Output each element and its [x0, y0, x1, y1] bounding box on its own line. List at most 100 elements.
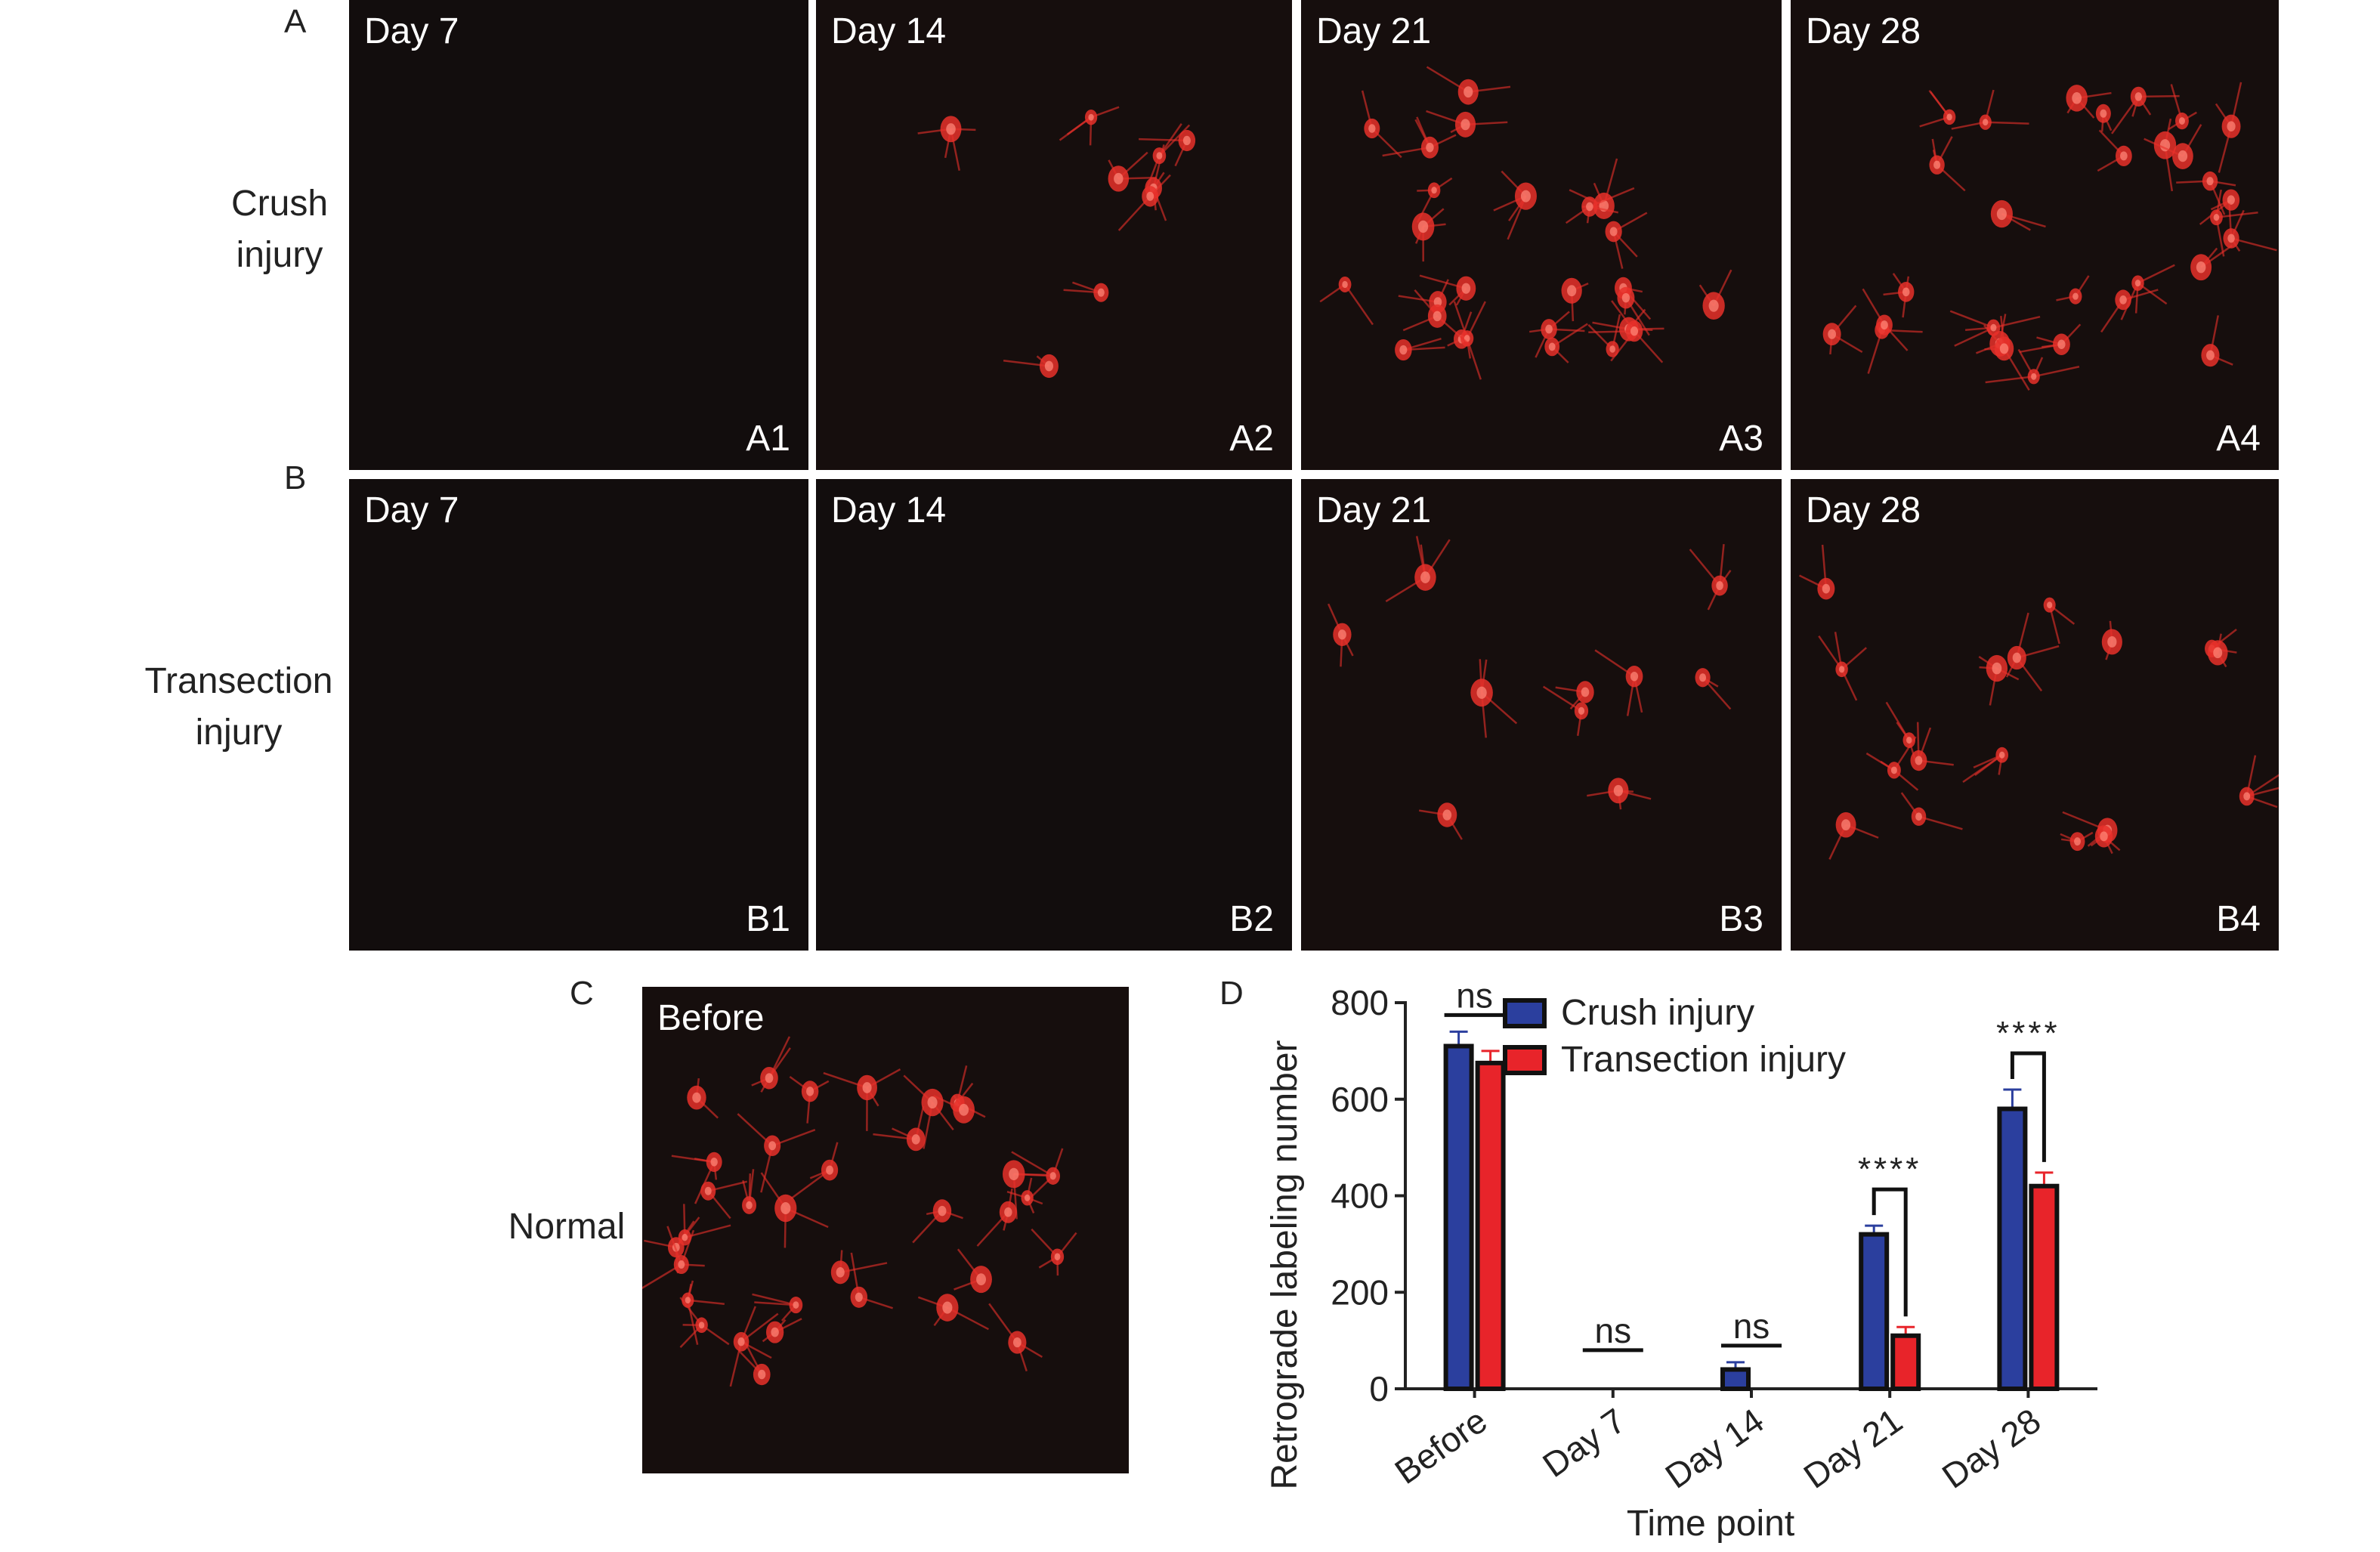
- legend-item: Transection injury: [1503, 1040, 1846, 1080]
- neuron-cell: [2190, 245, 2233, 281]
- neuron-cell: [917, 1294, 989, 1331]
- legend-label: Crush injury: [1561, 993, 1754, 1033]
- panel-letter-d: D: [1219, 975, 1244, 1012]
- significance-label: ns: [1595, 1311, 1632, 1350]
- neuron-cell: [1419, 274, 1476, 306]
- micrograph-c: Before: [642, 987, 1129, 1473]
- neuron-cell: [1327, 603, 1354, 667]
- error-bar: [1449, 1030, 1468, 1047]
- neuron-cell: [1910, 722, 1954, 771]
- neuron-cell: [912, 1199, 963, 1244]
- neuron-cell: [2239, 755, 2279, 808]
- neuron-cell: [790, 1142, 839, 1200]
- panel-id: B2: [1229, 899, 1274, 939]
- neuron-cell: [1555, 681, 1594, 710]
- neuron-cell: [2210, 189, 2258, 257]
- panel-id: A1: [746, 419, 790, 459]
- micrograph-b2: Day 14 B2: [816, 479, 1292, 951]
- neuron-cell: [2060, 831, 2094, 852]
- neuron-cell: [2153, 118, 2177, 192]
- bar: [1720, 1367, 1751, 1392]
- neuron-cell: [2215, 82, 2242, 173]
- micrograph-b3: Day 21 B3: [1301, 479, 1782, 951]
- neuron-cell: [738, 1341, 771, 1386]
- neuron-cell: [1985, 348, 2080, 385]
- panel-id: A3: [1719, 419, 1763, 459]
- neuron-cell: [1059, 106, 1120, 146]
- panel-id: A2: [1229, 419, 1274, 459]
- panel-id: B3: [1719, 899, 1763, 939]
- x-tick-label: Day 14: [1658, 1401, 1771, 1496]
- legend-swatch: [1503, 1045, 1547, 1075]
- panel-title: Day 14: [831, 11, 947, 51]
- row-label-crush-line1: Crush: [230, 184, 329, 224]
- background-glow: [1791, 479, 2279, 951]
- neuron-cell: [1108, 151, 1157, 192]
- neuron-cell: [2090, 825, 2121, 855]
- x-tick-label: Day 21: [1797, 1401, 1909, 1496]
- fluorescence-cells: [1301, 0, 1782, 470]
- neuron-cell: [1146, 123, 1191, 187]
- neuron-cell: [1382, 116, 1457, 159]
- panel-title: Day 7: [364, 490, 459, 530]
- neuron-cell: [2005, 612, 2060, 692]
- neuron-cell: [917, 116, 976, 172]
- fluorescence-cells: [1791, 0, 2279, 470]
- significance-label: ns: [1456, 975, 1493, 1015]
- neuron-cell: [687, 1077, 719, 1119]
- neuron-cell: [760, 1172, 829, 1248]
- neuron-cell: [1990, 199, 2046, 231]
- fluorescence-cells: [349, 0, 808, 470]
- neuron-cell: [1962, 747, 2009, 783]
- chart-legend: Crush injury Transection injury: [1503, 993, 1846, 1080]
- neuron-cell: [830, 1250, 888, 1285]
- bar: [1890, 1333, 1921, 1391]
- neuron-cell: [1900, 792, 1963, 830]
- row-label-transection: Transection injury: [125, 656, 352, 759]
- neuron-cell: [1594, 649, 1643, 716]
- neuron-cell: [682, 1280, 725, 1345]
- bar: [1475, 1060, 1506, 1391]
- neuron-cell: [762, 1318, 802, 1343]
- neuron-cell: [2111, 86, 2180, 134]
- neuron-cell: [1588, 300, 1664, 363]
- neuron-cell: [1983, 316, 2030, 391]
- error-bar: [2003, 1088, 2022, 1109]
- neuron-cell: [2176, 171, 2236, 215]
- row-label-normal: Normal: [508, 1207, 626, 1247]
- neuron-cell: [2043, 597, 2076, 645]
- background-glow: [816, 479, 1292, 951]
- neuron-cell: [700, 1180, 748, 1220]
- neuron-cell: [1818, 632, 1867, 701]
- micrograph-a2: Day 14 A2: [816, 0, 1292, 470]
- panel-letter-b: B: [284, 459, 307, 496]
- neuron-cell: [1695, 668, 1732, 710]
- y-tick-label: 200: [1331, 1272, 1389, 1312]
- neuron-cell: [1951, 89, 2029, 130]
- neuron-cell: [729, 1306, 779, 1387]
- x-tick-label: Day 7: [1535, 1401, 1632, 1486]
- significance-label: ****: [1858, 1151, 1922, 1188]
- neuron-cell: [752, 1293, 803, 1322]
- panel-title: Before: [657, 998, 765, 1038]
- neuron-cell: [751, 1036, 791, 1093]
- neuron-cell: [2168, 84, 2197, 130]
- neuron-cell: [1617, 286, 1650, 336]
- bar: [2029, 1183, 2060, 1391]
- neuron-cell: [2207, 633, 2228, 668]
- neuron-cell: [2095, 104, 2113, 132]
- neuron-cell: [903, 1074, 954, 1149]
- neuron-cell: [1978, 654, 2020, 706]
- legend-label: Transection injury: [1561, 1040, 1846, 1080]
- legend-item: Crush injury: [1503, 993, 1754, 1033]
- fluorescence-cells: [1301, 479, 1782, 951]
- neuron-cell: [1493, 170, 1537, 240]
- significance-marker: ns: [1444, 975, 1505, 1017]
- bar: [1859, 1232, 1890, 1391]
- neuron-cell: [1885, 701, 1917, 761]
- chart-significance: ns ns ns **** ****: [1444, 975, 2057, 1353]
- background-glow: [349, 479, 808, 951]
- neuron-cell: [1698, 269, 1732, 320]
- micrograph-b1: Day 7 B1: [349, 479, 808, 951]
- micrograph-a1: Day 7 A1: [349, 0, 808, 470]
